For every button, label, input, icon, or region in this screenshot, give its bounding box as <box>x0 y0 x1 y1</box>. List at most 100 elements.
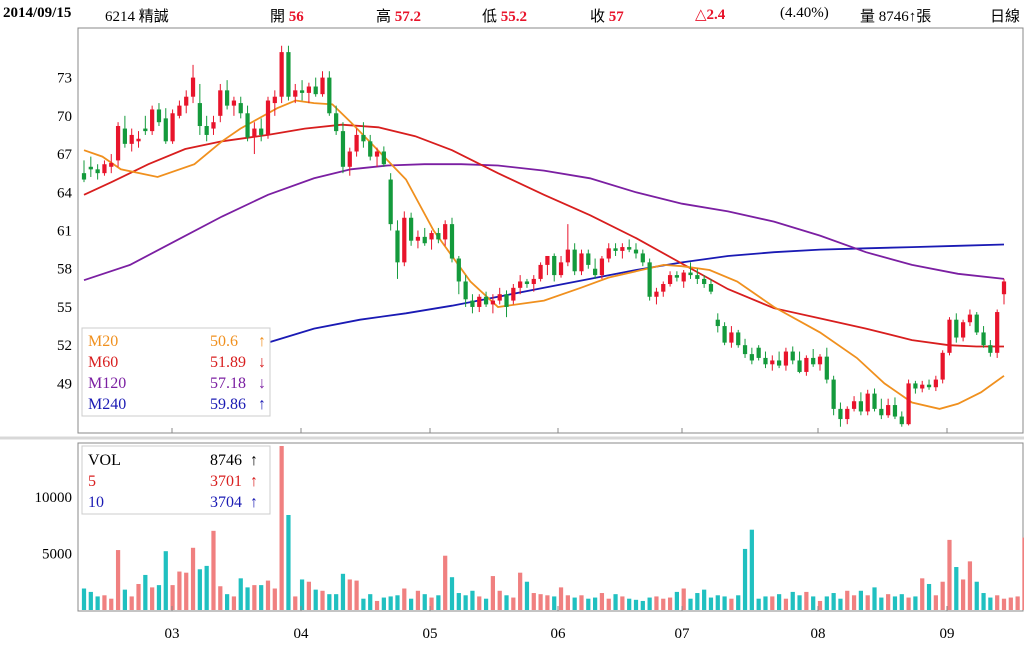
candle <box>708 278 714 295</box>
candle <box>443 220 448 246</box>
ma60-path <box>83 123 1004 348</box>
date-x-axis: 03 04 05 06 07 08 09 <box>165 428 955 642</box>
legend-ma-value: 57.18 <box>210 375 246 392</box>
price-legend-box <box>81 327 271 417</box>
volume-bar <box>436 595 441 610</box>
volume-bar <box>920 578 925 610</box>
candle-body <box>960 322 966 338</box>
candle <box>163 108 168 144</box>
candle-body <box>933 379 938 388</box>
candle <box>763 351 768 369</box>
candle <box>770 355 775 371</box>
volume-bar <box>708 597 714 610</box>
candle-body <box>770 360 775 365</box>
legend-ma-value: 51.89 <box>210 354 246 371</box>
volume-bar <box>129 596 134 610</box>
volume-bar <box>245 587 250 610</box>
candle-body <box>872 393 877 409</box>
candle <box>81 160 87 183</box>
candle <box>463 275 468 307</box>
volume-bar <box>763 596 768 610</box>
volume-bar <box>1008 597 1013 610</box>
volume-bar <box>817 600 823 610</box>
candle <box>429 230 434 250</box>
candle-body <box>654 291 659 297</box>
candle <box>620 243 625 259</box>
volume-bar <box>259 585 264 610</box>
volume-bar <box>756 598 761 610</box>
candle <box>129 128 134 152</box>
volume-bar <box>109 598 114 610</box>
candle <box>327 71 332 116</box>
candle <box>913 380 918 394</box>
candle-body <box>156 109 162 123</box>
candle <box>756 345 761 361</box>
volume-bar <box>422 594 427 610</box>
candle-body <box>817 356 823 365</box>
close-value: 57 <box>608 9 624 25</box>
candle-body <box>204 126 209 135</box>
candle <box>354 128 359 157</box>
volume-legend-box <box>81 445 271 515</box>
volume-bar <box>565 595 570 610</box>
candle <box>967 309 973 327</box>
candle <box>797 351 802 374</box>
legend-vol-arrow: ↑ <box>250 452 258 469</box>
candle-body <box>708 284 714 292</box>
volume-bar <box>218 586 223 610</box>
volume-bar <box>960 579 966 610</box>
candle-body <box>497 294 502 301</box>
price-legend: M20 50.6 ↑ M60 51.89 ↓ M120 57.18 ↓ M240 59.86 ↑ <box>81 327 271 417</box>
candle-body <box>763 357 768 365</box>
volume-bar <box>299 579 305 610</box>
volume-bar <box>136 583 141 610</box>
volume-bar <box>702 589 707 610</box>
volume-bar <box>1001 598 1007 610</box>
candle-body <box>483 296 489 305</box>
candle-body <box>443 224 448 240</box>
volume-bar <box>490 576 496 610</box>
candle-body <box>197 103 202 127</box>
volume-bar <box>851 595 857 610</box>
candle <box>974 312 979 335</box>
candle <box>606 243 611 263</box>
candle <box>654 287 659 305</box>
candle <box>456 255 461 295</box>
volume-bar <box>667 597 673 610</box>
candle <box>722 322 727 346</box>
price-panel-frame <box>77 27 1024 434</box>
candle <box>184 90 189 114</box>
volume-bar <box>347 579 352 610</box>
candle-body <box>681 272 686 282</box>
candle <box>395 220 400 279</box>
volume-bar <box>293 596 298 610</box>
volume-bar <box>374 600 380 610</box>
candle <box>824 347 829 384</box>
volume-bar <box>156 585 162 610</box>
volume-bar <box>504 595 509 610</box>
volume-bar <box>388 596 393 610</box>
candle <box>102 160 107 176</box>
legend-vol-value: 8746 <box>210 452 242 469</box>
volume-bar <box>824 596 829 610</box>
candle-body <box>906 383 911 425</box>
volume-bar <box>95 596 100 610</box>
close-price: 收 57 <box>590 5 624 26</box>
candle-body <box>88 166 93 170</box>
volume-bar <box>865 595 870 610</box>
candle <box>402 211 407 267</box>
price-tick-label: 67 <box>57 147 73 163</box>
volume-bar <box>511 597 516 610</box>
candle <box>265 96 271 139</box>
candle-body <box>381 151 386 165</box>
candle-body <box>688 272 693 276</box>
month-label: 05 <box>423 626 438 642</box>
candle-body <box>402 217 407 263</box>
candle <box>831 375 836 416</box>
candlestick-series <box>81 45 1007 427</box>
volume-legend: VOL 8746 ↑ 5 3701 ↑ 10 3704 ↑ <box>81 445 271 515</box>
candle <box>340 122 346 174</box>
volume-label: 量 <box>860 9 876 25</box>
candle <box>960 319 966 342</box>
volume-bar <box>776 594 782 610</box>
